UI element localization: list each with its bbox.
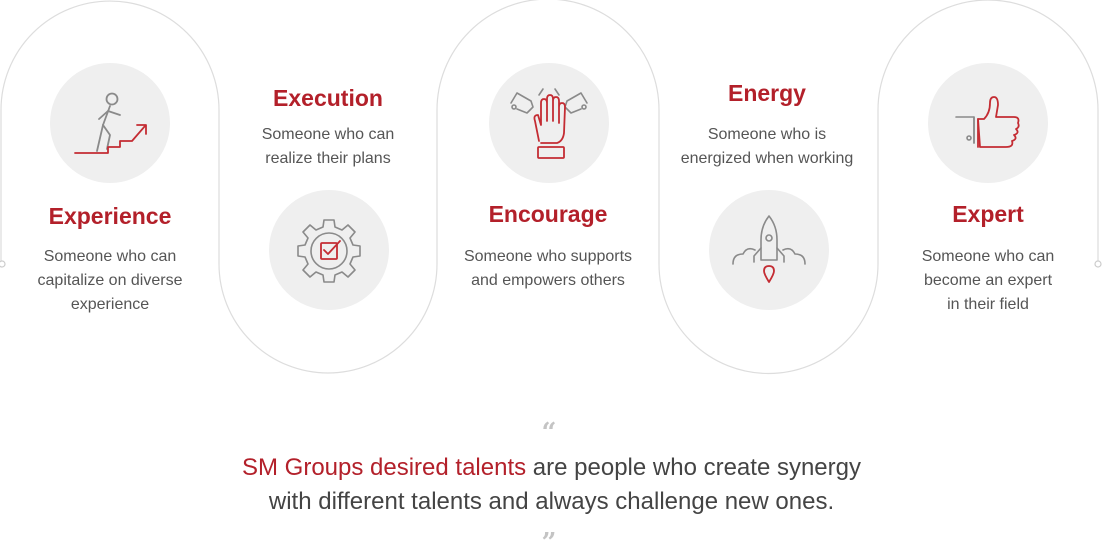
expert-icon-circle: [928, 63, 1048, 183]
open-quote-mark: “: [541, 418, 557, 448]
frame-energy: [658, 263, 879, 375]
frame-end-dot-left: [0, 260, 6, 268]
frame-end-dot-right: [1094, 260, 1102, 268]
frame-expert: [877, 0, 1099, 264]
frame-experience: [0, 0, 220, 264]
statement-line-2: with different talents and always challe…: [268, 488, 835, 515]
hands-high-five-icon: [510, 88, 588, 159]
frame-encourage: [436, 0, 660, 264]
talent-statement: SM Groups desired talents are people who…: [100, 451, 1003, 519]
talent-title-expert: Expert: [952, 201, 1024, 227]
talent-title-experience: Experience: [48, 203, 172, 229]
statement-highlight: SM Groups desired talents: [241, 454, 527, 481]
execution-icon-circle: [269, 190, 389, 310]
talent-desc-energy: Someone who is energized when working: [680, 126, 854, 167]
close-quote-mark: ”: [541, 528, 557, 558]
encourage-icon-circle: [489, 63, 609, 183]
person-climbing-stairs-icon: [74, 92, 147, 154]
thumbs-up-icon: [955, 96, 1020, 148]
talent-desc-expert: Someone who can become an expert in thei…: [921, 248, 1055, 313]
experience-icon-circle: [50, 63, 170, 183]
gear-checkbox-icon: [297, 219, 361, 283]
talent-desc-execution: Someone who can realize their plans: [261, 126, 395, 167]
rocket-launch-icon: [732, 215, 806, 283]
talent-title-encourage: Encourage: [488, 201, 608, 227]
frame-execution: [218, 263, 438, 374]
energy-icon-circle: [709, 190, 829, 310]
talent-desc-encourage: Someone who supports and empowers others: [463, 248, 633, 289]
talent-title-energy: Energy: [728, 80, 806, 106]
talent-title-execution: Execution: [273, 85, 383, 111]
statement-line-1: SM Groups desired talents are people who…: [241, 454, 861, 481]
talent-desc-experience: Someone who can capitalize on diverse ex…: [37, 248, 183, 313]
